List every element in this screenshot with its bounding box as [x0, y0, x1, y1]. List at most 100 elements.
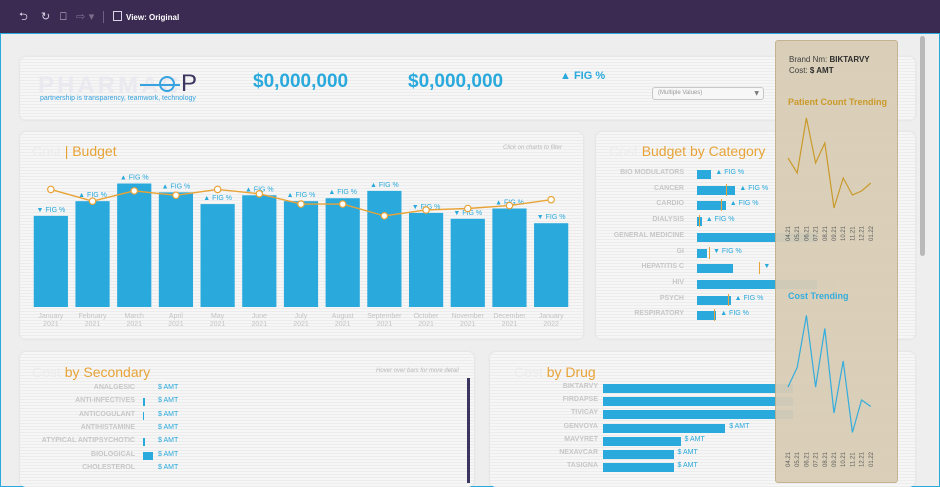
category-row[interactable]: PSYCH ▲ FIG %	[600, 293, 780, 307]
category-bar[interactable]	[697, 232, 817, 242]
category-row[interactable]: DIALYSIS ▲ FIG %	[600, 214, 780, 228]
drug-bar[interactable]	[603, 450, 674, 459]
category-bar[interactable]	[697, 185, 736, 195]
secondary-label: ANALGESIC	[93, 384, 135, 391]
category-label: GENERAL MEDICINE	[613, 231, 684, 239]
secondary-bar[interactable]	[143, 438, 145, 447]
drug-row[interactable]: TASIGNA $ AMT	[508, 461, 908, 473]
title-accent: Budget by Category	[641, 143, 766, 159]
secondary-amount: $ AMT	[158, 384, 179, 391]
revert-icon[interactable]: ⎕	[60, 10, 67, 23]
filter-hint: Click on charts to filter	[503, 145, 563, 151]
kpi-variance: ▲ FIG %	[560, 70, 606, 82]
patient-trend-tick-7: 11.21	[850, 226, 856, 241]
tooltip-brand-label: Brand Nm:	[789, 55, 828, 64]
x-tick-month-10: November	[452, 313, 485, 320]
category-row[interactable]: GI ▼ FIG %	[600, 246, 780, 260]
category-bar[interactable]	[697, 311, 717, 321]
patient-trend-tick-4: 08.21	[823, 225, 829, 241]
bar-fig-label-5: ▲ FIG %	[245, 186, 274, 193]
category-label: DIALYSIS	[652, 216, 684, 224]
secondary-amount: $ AMT	[158, 450, 179, 458]
category-bar[interactable]	[697, 170, 712, 179]
drug-row[interactable]: MAVYRET $ AMT	[508, 435, 908, 447]
title-ghost: Cost	[32, 143, 61, 159]
cost-trend-title: Cost Trending	[788, 291, 849, 301]
undo-icon[interactable]: ⮌	[19, 10, 28, 23]
view-icon[interactable]	[113, 11, 122, 21]
cost-budget-title: Cost | Budget	[32, 143, 117, 159]
category-bar[interactable]	[697, 264, 733, 274]
category-row[interactable]: CANCER ▲ FIG %	[600, 183, 780, 197]
secondary-row[interactable]: ANTI-INFECTIVES $ AMT	[20, 396, 460, 408]
secondary-bar[interactable]	[143, 411, 144, 420]
x-tick-month-3: April	[169, 313, 183, 320]
secondary-row[interactable]: ANALGESIC $ AMT	[20, 383, 460, 395]
category-fig-label: ▲ FIG %	[705, 216, 735, 224]
drug-row[interactable]: NEXAVCAR $ AMT	[508, 448, 908, 460]
patient-trend-tick-9: 01.22	[869, 225, 875, 241]
filter-dropdown[interactable]: (Multiple Values) ▼	[652, 87, 764, 100]
category-row[interactable]: CARDIO ▲ FIG %	[600, 198, 780, 212]
drug-amount: $ AMT	[677, 449, 698, 456]
secondary-bar[interactable]	[143, 451, 153, 460]
bar-7	[325, 198, 360, 307]
secondary-row[interactable]: ANTICOGULANT $ AMT	[20, 410, 460, 422]
category-bar[interactable]	[697, 201, 726, 211]
drug-bar[interactable]	[603, 463, 674, 473]
drug-label: GENVOYA	[563, 422, 598, 430]
category-label: PSYCH	[659, 294, 684, 302]
tooltip-brand: Brand Nm: BIKTARVY	[789, 55, 870, 64]
bar-fig-label-12: ▼ FIG %	[537, 214, 566, 221]
budget-point-8	[380, 212, 389, 220]
drug-amount: $ AMT	[729, 422, 750, 430]
drug-bar[interactable]	[603, 423, 726, 433]
x-tick-year-3: 2021	[168, 321, 184, 328]
secondary-row[interactable]: CHOLESTEROL $ AMT	[20, 463, 460, 475]
category-bar[interactable]	[697, 279, 817, 289]
drug-label: FIRDAPSE	[562, 396, 598, 404]
category-row[interactable]: HEPATITIS C ▼	[600, 261, 780, 275]
secondary-row[interactable]: ANTIHISTAMINE $ AMT	[20, 423, 460, 435]
category-row[interactable]: GENERAL MEDICINE	[600, 230, 837, 244]
chevron-down-icon[interactable]: ▼	[754, 90, 759, 97]
x-tick-month-9: October	[414, 313, 440, 320]
toolbar-separator	[103, 11, 104, 23]
top-toolbar: ⮌ ↻ ⎕ ⇨ ▾ View: Original	[0, 0, 940, 33]
tooltip-brand-value: BIKTARVY	[829, 55, 870, 64]
secondary-amount: $ AMT	[158, 410, 179, 418]
category-row[interactable]: RESPIRATORY ▲ FIG %	[600, 308, 780, 322]
secondary-amount: $ AMT	[158, 437, 179, 445]
view-original-button[interactable]: View: Original	[126, 13, 180, 22]
bar-4	[200, 204, 235, 307]
budget-point-12	[547, 195, 555, 204]
budget-point-10	[463, 204, 472, 213]
patient-trend-tick-1: 05.21	[795, 225, 801, 241]
kpi-budget: $0,000,000	[408, 71, 504, 92]
category-row[interactable]: HIV	[600, 277, 837, 291]
patient-trend-tick-0: 04.21	[786, 225, 792, 241]
redo-icon[interactable]: ↻	[41, 10, 51, 23]
secondary-card	[20, 352, 474, 487]
drug-row[interactable]: GENVOYA $ AMT	[508, 422, 908, 434]
secondary-row[interactable]: BIOLOGICAL $ AMT	[20, 450, 460, 462]
secondary-bar[interactable]	[143, 398, 145, 407]
category-fig-label: ▲ FIG %	[734, 294, 764, 302]
drug-bar[interactable]	[603, 436, 681, 446]
secondary-scrollbar[interactable]	[467, 378, 470, 483]
category-bar[interactable]	[697, 248, 707, 258]
cost-trend-tick-2: 06.21	[804, 451, 810, 467]
bar-10	[450, 218, 485, 307]
drug-bar[interactable]	[603, 397, 793, 407]
secondary-row[interactable]: ATYPICAL ANTIPSYCHOTIC $ AMT	[20, 436, 460, 448]
drug-bar[interactable]	[603, 410, 793, 420]
patient-trend-tick-3: 07.21	[814, 225, 820, 241]
category-row[interactable]: BIO MODULATORS ▲ FIG %	[600, 167, 780, 181]
bar-fig-label-0: ▼ FIG %	[36, 207, 65, 214]
forward-icon: ⇨ ▾	[76, 10, 95, 23]
vertical-scrollbar[interactable]	[920, 36, 925, 256]
category-bar[interactable]	[697, 295, 731, 305]
drug-bar[interactable]	[603, 384, 793, 393]
budget-point-5	[255, 190, 264, 198]
